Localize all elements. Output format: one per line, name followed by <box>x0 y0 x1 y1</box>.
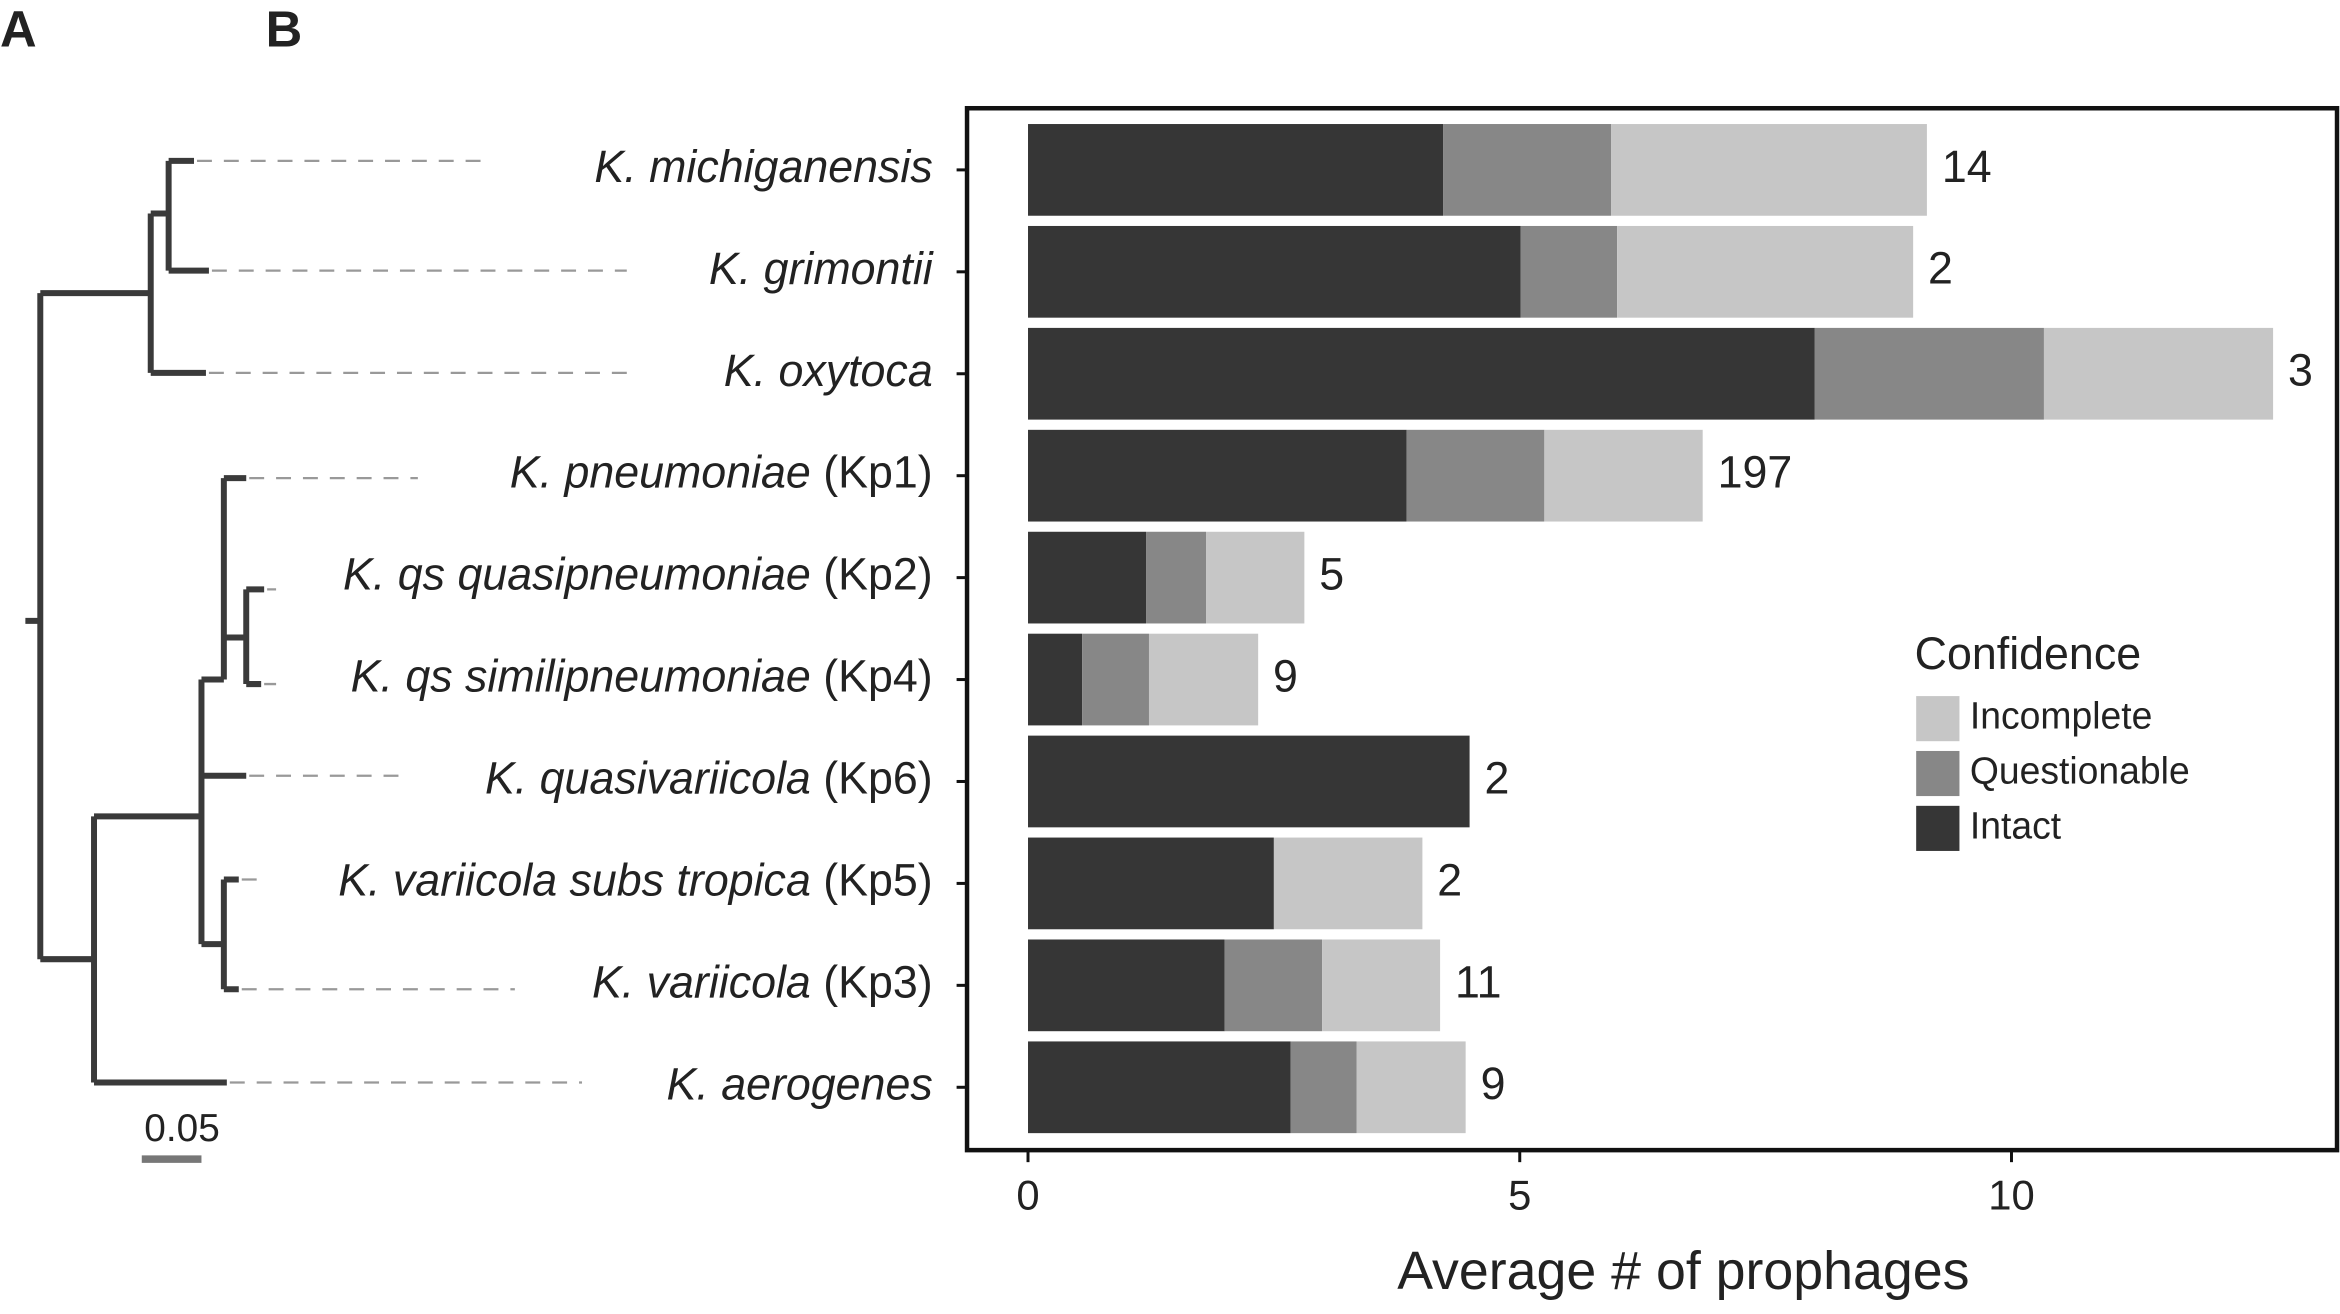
y-tick-label: K. grimontii <box>709 243 934 294</box>
bar-segment <box>1443 124 1612 216</box>
bar-segment <box>1520 225 1618 318</box>
bar-segment <box>1617 225 1914 318</box>
bar-segment <box>1356 1041 1466 1134</box>
y-tick-label: K. michiganensis <box>594 141 932 192</box>
bar-segment <box>1028 429 1407 522</box>
y-tick-label: K. variicola (Kp3) <box>592 956 933 1007</box>
plot-frame <box>964 105 2340 1153</box>
bar-segment <box>1406 429 1545 522</box>
y-tick-label: K. oxytoca <box>724 345 933 396</box>
bar-segment <box>1814 327 2044 420</box>
y-tick-label: K. pneumoniae (Kp1) <box>510 446 933 497</box>
legend-title: Confidence <box>1915 628 2141 679</box>
bar-segment <box>1290 1041 1357 1134</box>
bar-segment <box>1322 939 1441 1032</box>
legend-label: Intact <box>1970 804 2062 846</box>
y-tick-label: K. aerogenes <box>666 1058 932 1109</box>
panel-label: B <box>266 0 303 57</box>
y-tick-label: K. qs similipneumoniae (Kp4) <box>351 650 933 701</box>
count-label: 9 <box>1481 1058 1506 1109</box>
count-label: 9 <box>1273 650 1298 701</box>
y-tick-label: K. quasivariicola (Kp6) <box>485 752 933 803</box>
bar-segment <box>1611 124 1927 216</box>
legend-swatch <box>1916 750 1960 797</box>
count-label: 3 <box>2288 345 2313 396</box>
count-label: 2 <box>1928 243 1953 294</box>
scale-label: 0.05 <box>144 1107 220 1150</box>
bar-segment <box>1028 633 1083 726</box>
bar-segment <box>1028 735 1470 828</box>
legend-label: Incomplete <box>1970 694 2152 736</box>
bar-segment <box>1028 939 1225 1032</box>
bar-segment <box>1028 837 1274 930</box>
count-label: 14 <box>1942 141 1992 192</box>
panel-label: A <box>0 0 37 57</box>
bar-segment <box>2043 327 2274 420</box>
tree-leader-lines <box>196 159 627 1084</box>
bar-segment <box>1028 531 1147 624</box>
y-tick-label: K. variicola subs tropica (Kp5) <box>338 854 933 905</box>
bar-segment <box>1028 327 1815 420</box>
tree <box>25 157 265 1086</box>
bar-segment <box>1206 531 1305 624</box>
x-axis-title: Average # of prophages <box>1397 1241 1969 1301</box>
bar-segment <box>1082 633 1149 726</box>
bar-segment <box>1544 429 1703 522</box>
bar-segment <box>1028 1041 1291 1134</box>
bar-segment <box>1224 939 1323 1032</box>
count-label: 11 <box>1455 956 1501 1007</box>
count-label: 197 <box>1718 446 1793 497</box>
x-tick-label: 10 <box>1988 1171 2034 1218</box>
bar-segment <box>1028 225 1521 318</box>
bar-segment <box>1146 531 1207 624</box>
y-tick-label: K. qs quasipneumoniae (Kp2) <box>343 548 933 599</box>
legend-swatch <box>1916 805 1960 851</box>
bar-segment <box>1273 837 1423 930</box>
legend-label: Questionable <box>1970 749 2190 791</box>
x-tick-label: 0 <box>1016 1171 1039 1218</box>
bar-segment <box>1028 124 1444 216</box>
count-label: 2 <box>1485 752 1510 803</box>
legend-swatch <box>1916 696 1960 742</box>
count-label: 5 <box>1319 548 1344 599</box>
x-tick-label: 5 <box>1508 1171 1531 1218</box>
bar-segment <box>1148 633 1259 726</box>
count-label: 2 <box>1437 854 1462 905</box>
